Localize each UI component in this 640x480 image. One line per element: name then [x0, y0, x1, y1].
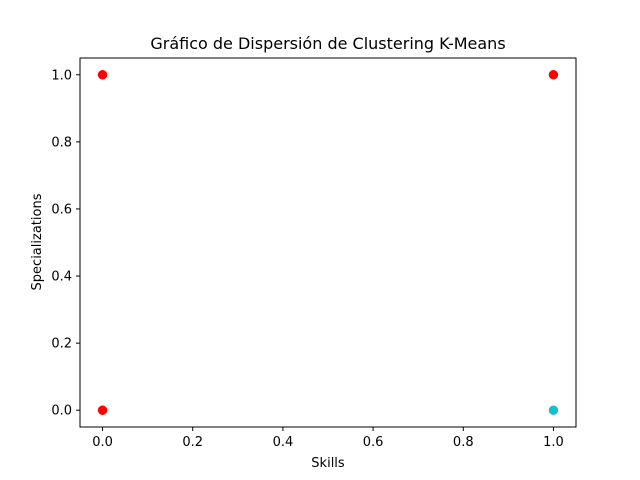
x-tick-label: 0.2: [182, 435, 203, 450]
data-point: [97, 405, 108, 415]
x-axis-label: Skills: [311, 456, 345, 471]
y-tick-label: 0.6: [51, 202, 72, 217]
y-tick-label: 0.8: [51, 135, 72, 150]
x-tick-label: 0.8: [453, 435, 474, 450]
y-tick-label: 0.2: [51, 337, 72, 352]
data-point: [548, 405, 559, 415]
x-tick-label: 0.4: [273, 435, 294, 450]
y-tick-label: 0.4: [51, 270, 72, 285]
data-point: [97, 70, 108, 80]
y-tick-label: 1.0: [51, 68, 72, 83]
x-tick-label: 0.6: [363, 435, 384, 450]
x-tick-label: 1.0: [543, 435, 564, 450]
y-tick-label: 0.0: [51, 404, 72, 419]
data-point: [548, 70, 559, 80]
chart-title: Gráfico de Dispersión de Clustering K-Me…: [150, 34, 505, 53]
y-axis-label: Specializations: [30, 193, 45, 290]
x-tick-label: 0.0: [92, 435, 113, 450]
plot-frame: [79, 57, 577, 428]
plot-area: 0.0 0.2 0.4 0.6 0.8 1.0 0.0 0.2 0.4 0.6 0.8 1.0: [51, 57, 577, 450]
